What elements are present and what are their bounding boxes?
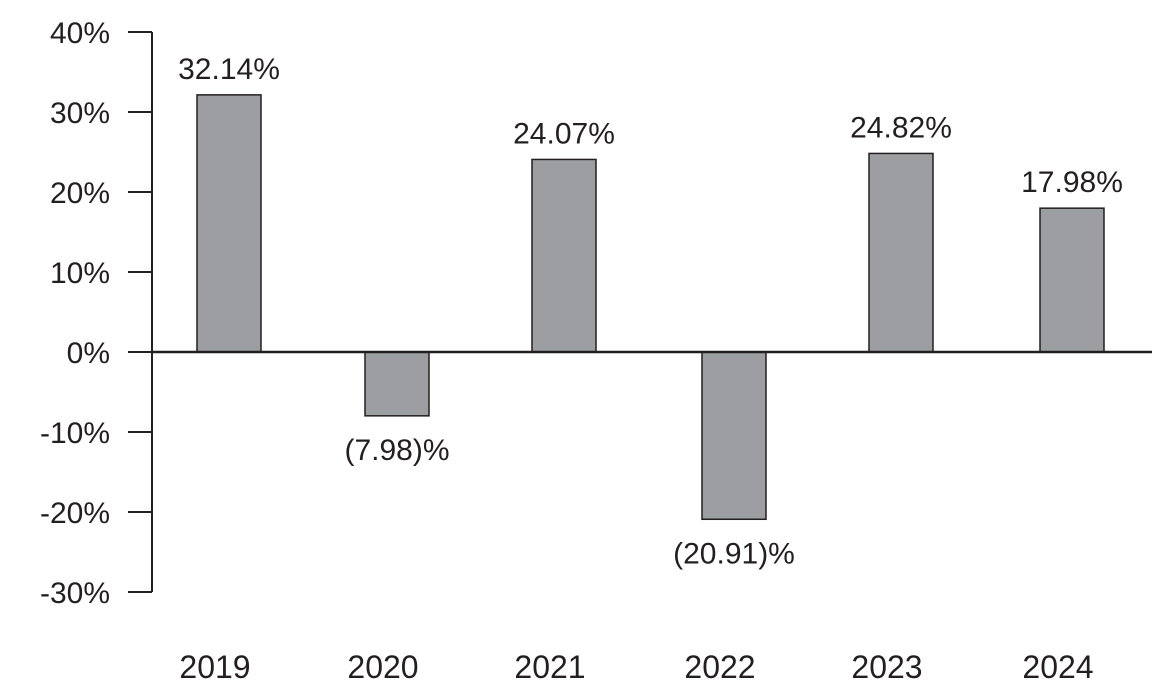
y-axis: 40% 30% 20% 10% 0% -10% -20% -30% bbox=[40, 17, 153, 610]
x-category-label: 2019 bbox=[179, 649, 250, 685]
x-category-label: 2023 bbox=[851, 649, 922, 685]
y-tick-label: 0% bbox=[67, 337, 110, 370]
y-tick-label: -20% bbox=[40, 497, 110, 530]
bar-2022 bbox=[701, 351, 767, 521]
bar-2020 bbox=[364, 351, 430, 417]
data-label-2020: (7.98)% bbox=[344, 434, 449, 467]
data-label-2022: (20.91)% bbox=[673, 537, 795, 570]
y-tick-label: -10% bbox=[40, 417, 110, 450]
x-category-label: 2024 bbox=[1022, 649, 1093, 685]
y-tick-label: 40% bbox=[50, 17, 110, 50]
x-axis-labels: 2019 2020 2021 2022 2023 2024 bbox=[179, 649, 1093, 685]
y-tick-label: -30% bbox=[40, 577, 110, 610]
y-tick-label: 30% bbox=[50, 97, 110, 130]
data-labels: 32.14% (7.98)% 24.07% (20.91)% 24.82% 17.98% bbox=[178, 53, 1123, 570]
bars bbox=[196, 94, 1105, 521]
bar-2024 bbox=[1039, 207, 1105, 353]
x-category-label: 2020 bbox=[347, 649, 418, 685]
data-label-2021: 24.07% bbox=[513, 117, 615, 150]
y-tick-label: 20% bbox=[50, 177, 110, 210]
data-label-2023: 24.82% bbox=[850, 111, 952, 144]
y-tick-label: 10% bbox=[50, 257, 110, 290]
bar-2019 bbox=[196, 94, 262, 353]
bar-2023 bbox=[868, 152, 934, 353]
data-label-2019: 32.14% bbox=[178, 53, 280, 86]
x-category-label: 2022 bbox=[684, 649, 755, 685]
data-label-2024: 17.98% bbox=[1021, 166, 1123, 199]
x-category-label: 2021 bbox=[514, 649, 585, 685]
bar-2021 bbox=[531, 158, 597, 353]
